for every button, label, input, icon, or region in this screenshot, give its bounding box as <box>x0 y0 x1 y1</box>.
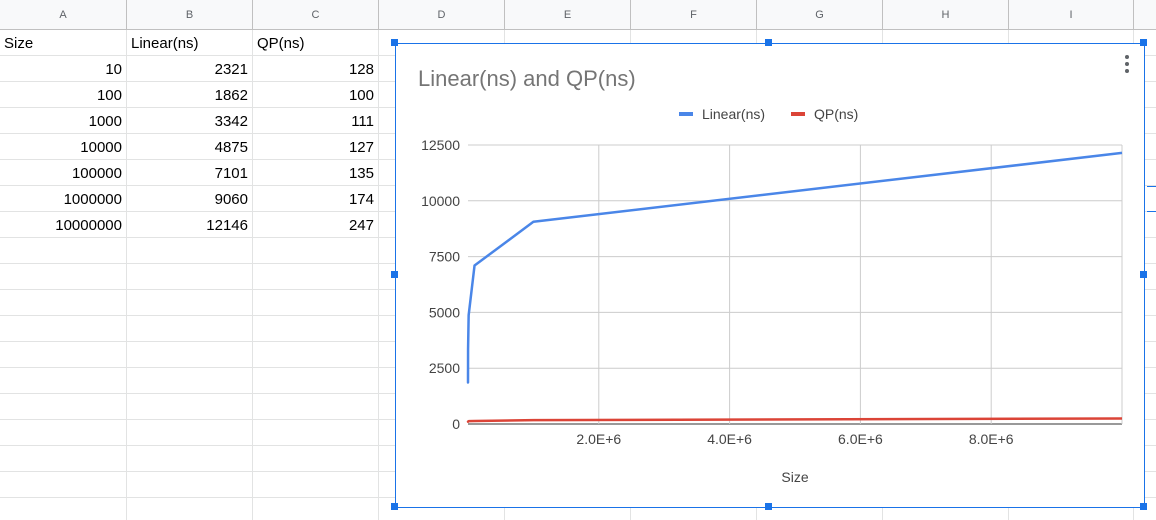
resize-handle[interactable] <box>391 39 398 46</box>
x-axis-label: Size <box>781 469 808 485</box>
legend-swatch <box>791 112 805 116</box>
column-header-g[interactable]: G <box>757 0 883 30</box>
column-header-a[interactable]: A <box>0 0 127 30</box>
data-cell[interactable]: 4875 <box>214 138 248 156</box>
column-resize-mark <box>1147 211 1156 212</box>
header-cell[interactable]: QP(ns) <box>257 34 305 52</box>
chart-container[interactable]: Linear(ns) and QP(ns) Linear(ns) QP(ns) 0 25… <box>395 43 1145 508</box>
y-tick-label: 5000 <box>429 304 460 320</box>
column-resize-mark <box>1147 186 1156 187</box>
resize-handle[interactable] <box>391 503 398 510</box>
data-cell[interactable]: 111 <box>351 112 374 130</box>
column-header-i[interactable]: I <box>1009 0 1134 30</box>
resize-handle[interactable] <box>1140 271 1147 278</box>
grid-column-line <box>252 30 253 520</box>
column-header-d[interactable]: D <box>379 0 505 30</box>
data-cell[interactable]: 135 <box>348 164 374 182</box>
data-cell[interactable]: 7101 <box>214 164 248 182</box>
data-cell[interactable]: 127 <box>348 138 374 156</box>
data-cell[interactable]: 100000 <box>71 164 122 182</box>
series-line <box>466 151 1123 384</box>
y-tick-label: 0 <box>452 416 460 432</box>
data-cell[interactable]: 3342 <box>214 112 248 130</box>
data-cell[interactable]: 9060 <box>214 190 248 208</box>
data-cell[interactable]: 2321 <box>214 60 248 78</box>
legend-label: QP(ns) <box>814 106 858 122</box>
data-cell[interactable]: 1000000 <box>63 190 122 208</box>
chart-menu-icon[interactable] <box>1120 52 1134 76</box>
column-header-b[interactable]: B <box>127 0 253 30</box>
data-cell[interactable]: 100 <box>96 86 122 104</box>
series-line <box>466 417 1123 424</box>
legend-swatch <box>679 112 693 116</box>
data-cell[interactable]: 1862 <box>214 86 248 104</box>
y-tick-label: 10000 <box>421 193 460 209</box>
resize-handle[interactable] <box>765 39 772 46</box>
header-corner <box>1134 0 1156 30</box>
x-tick-label: 6.0E+6 <box>838 431 883 447</box>
data-cell[interactable]: 10 <box>105 60 122 78</box>
y-tick-label: 7500 <box>429 249 460 265</box>
data-cell[interactable]: 174 <box>348 190 374 208</box>
x-tick-label: 4.0E+6 <box>707 431 752 447</box>
x-tick-label: 8.0E+6 <box>969 431 1014 447</box>
column-header-c[interactable]: C <box>253 0 379 30</box>
column-header-h[interactable]: H <box>883 0 1009 30</box>
legend-label: Linear(ns) <box>702 106 765 122</box>
column-header-e[interactable]: E <box>505 0 631 30</box>
resize-handle[interactable] <box>1140 503 1147 510</box>
resize-handle[interactable] <box>765 503 772 510</box>
resize-handle[interactable] <box>1140 39 1147 46</box>
grid-column-line <box>378 30 379 520</box>
data-cell[interactable]: 10000000 <box>55 216 122 234</box>
y-tick-label: 2500 <box>429 360 460 376</box>
header-cell[interactable]: Linear(ns) <box>131 34 199 52</box>
data-cell[interactable]: 1000 <box>88 112 122 130</box>
header-cell[interactable]: Size <box>4 34 34 52</box>
data-cell[interactable]: 247 <box>348 216 374 234</box>
column-header-f[interactable]: F <box>631 0 757 30</box>
data-cell[interactable]: 128 <box>348 60 374 78</box>
y-tick-label: 12500 <box>421 137 460 153</box>
resize-handle[interactable] <box>391 271 398 278</box>
data-cell[interactable]: 10000 <box>80 138 122 156</box>
grid-column-line <box>126 30 127 520</box>
data-cell[interactable]: 100 <box>348 86 374 104</box>
x-tick-label: 2.0E+6 <box>576 431 621 447</box>
chart-title: Linear(ns) and QP(ns) <box>418 66 636 91</box>
line-chart: Linear(ns) and QP(ns) Linear(ns) QP(ns) 0 25… <box>418 66 1123 485</box>
data-cell[interactable]: 12146 <box>206 216 248 234</box>
